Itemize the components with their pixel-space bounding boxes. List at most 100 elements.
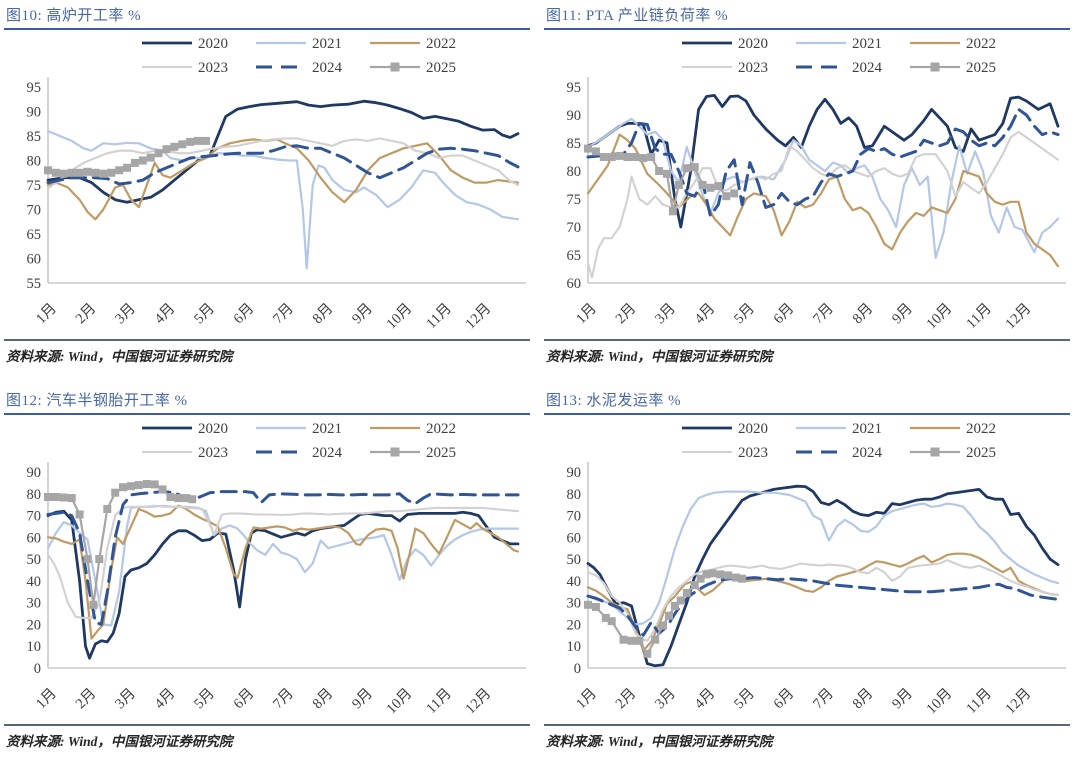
source-divider bbox=[544, 723, 1070, 726]
svg-text:90: 90 bbox=[567, 465, 582, 481]
svg-text:2023: 2023 bbox=[198, 445, 228, 461]
svg-text:2024: 2024 bbox=[852, 445, 883, 461]
svg-text:70: 70 bbox=[567, 220, 582, 236]
svg-text:2025: 2025 bbox=[426, 445, 456, 461]
svg-text:2021: 2021 bbox=[852, 36, 882, 52]
svg-text:6月: 6月 bbox=[231, 301, 258, 328]
svg-text:12月: 12月 bbox=[463, 685, 495, 717]
svg-text:40: 40 bbox=[567, 573, 582, 589]
svg-text:1月: 1月 bbox=[573, 685, 600, 712]
svg-text:4月: 4月 bbox=[152, 301, 179, 328]
svg-text:90: 90 bbox=[27, 105, 42, 121]
source-divider bbox=[4, 723, 530, 726]
svg-text:5月: 5月 bbox=[731, 301, 758, 328]
svg-text:9月: 9月 bbox=[349, 301, 376, 328]
svg-text:2月: 2月 bbox=[73, 685, 100, 712]
svg-text:10月: 10月 bbox=[924, 685, 956, 717]
svg-text:5月: 5月 bbox=[191, 301, 218, 328]
svg-text:10: 10 bbox=[27, 639, 42, 655]
chart-title-cement: 图13: 水泥发运率 % bbox=[546, 392, 682, 409]
svg-text:30: 30 bbox=[567, 595, 582, 611]
svg-text:85: 85 bbox=[27, 129, 42, 145]
svg-text:80: 80 bbox=[567, 164, 582, 180]
svg-text:9月: 9月 bbox=[889, 301, 916, 328]
svg-text:70: 70 bbox=[567, 508, 582, 524]
svg-text:60: 60 bbox=[27, 530, 42, 546]
svg-text:2021: 2021 bbox=[852, 421, 882, 437]
svg-text:10月: 10月 bbox=[384, 685, 416, 717]
svg-text:95: 95 bbox=[567, 80, 582, 96]
svg-text:2024: 2024 bbox=[312, 445, 343, 461]
svg-text:90: 90 bbox=[567, 108, 582, 124]
svg-text:6月: 6月 bbox=[231, 685, 258, 712]
svg-text:2020: 2020 bbox=[738, 421, 768, 437]
svg-text:12月: 12月 bbox=[1003, 685, 1035, 717]
svg-text:8月: 8月 bbox=[850, 685, 877, 712]
svg-text:65: 65 bbox=[567, 248, 582, 264]
svg-text:3月: 3月 bbox=[652, 301, 679, 328]
svg-text:3月: 3月 bbox=[112, 301, 139, 328]
svg-text:80: 80 bbox=[567, 486, 582, 502]
svg-text:7月: 7月 bbox=[270, 685, 297, 712]
svg-text:20: 20 bbox=[567, 617, 582, 633]
semi-steel-tire-operating-rate-chart: 0 10 20 30 40 50 60 70 80 90 1月 2月 3月 4月 5月 6月 7月 8月 9月 10月… bbox=[27, 421, 526, 717]
svg-text:2021: 2021 bbox=[312, 36, 342, 52]
svg-text:9月: 9月 bbox=[889, 685, 916, 712]
svg-text:2月: 2月 bbox=[613, 301, 640, 328]
svg-text:11月: 11月 bbox=[963, 685, 994, 716]
svg-text:30: 30 bbox=[27, 595, 42, 611]
svg-text:2021: 2021 bbox=[312, 421, 342, 437]
svg-text:2025: 2025 bbox=[966, 60, 996, 76]
svg-text:10月: 10月 bbox=[924, 301, 956, 333]
svg-text:2025: 2025 bbox=[966, 445, 996, 461]
svg-text:7月: 7月 bbox=[810, 301, 837, 328]
svg-text:75: 75 bbox=[27, 178, 42, 194]
svg-text:2023: 2023 bbox=[738, 60, 768, 76]
svg-text:12月: 12月 bbox=[463, 301, 495, 333]
svg-text:2月: 2月 bbox=[613, 685, 640, 712]
svg-text:11月: 11月 bbox=[423, 685, 454, 716]
svg-text:4月: 4月 bbox=[692, 301, 719, 328]
source-note: 资料来源: Wind，中国银河证券研究院 bbox=[546, 733, 773, 749]
chart-title-tire: 图12: 汽车半钢胎开工率 % bbox=[6, 392, 188, 409]
svg-text:50: 50 bbox=[567, 552, 582, 568]
svg-text:3月: 3月 bbox=[112, 685, 139, 712]
svg-text:65: 65 bbox=[27, 227, 42, 243]
svg-text:12月: 12月 bbox=[1003, 301, 1035, 333]
svg-text:75: 75 bbox=[567, 192, 582, 208]
source-divider bbox=[4, 339, 530, 341]
svg-text:4月: 4月 bbox=[692, 685, 719, 712]
svg-text:0: 0 bbox=[574, 661, 581, 677]
source-divider bbox=[544, 339, 1070, 341]
svg-text:2020: 2020 bbox=[198, 421, 228, 437]
svg-text:55: 55 bbox=[27, 276, 42, 292]
svg-text:2月: 2月 bbox=[73, 301, 100, 328]
svg-text:50: 50 bbox=[27, 552, 42, 568]
svg-text:8月: 8月 bbox=[310, 685, 337, 712]
title-divider bbox=[4, 28, 530, 30]
source-note: 资料来源: Wind，中国银河证券研究院 bbox=[6, 733, 233, 749]
svg-text:2023: 2023 bbox=[198, 60, 228, 76]
svg-text:5月: 5月 bbox=[191, 685, 218, 712]
svg-text:7月: 7月 bbox=[270, 301, 297, 328]
svg-text:60: 60 bbox=[27, 252, 42, 268]
cement-shipment-rate-chart: 0 10 20 30 40 50 60 70 80 90 1月 2月 3月 4月 5月 6月 7月 8月 9月 10月… bbox=[567, 421, 1066, 717]
svg-text:80: 80 bbox=[27, 154, 42, 170]
svg-text:10月: 10月 bbox=[384, 301, 416, 333]
svg-text:0: 0 bbox=[34, 661, 41, 677]
svg-text:11月: 11月 bbox=[423, 301, 454, 332]
svg-text:60: 60 bbox=[567, 530, 582, 546]
svg-text:1月: 1月 bbox=[33, 685, 60, 712]
svg-text:4月: 4月 bbox=[152, 685, 179, 712]
title-divider bbox=[544, 412, 1070, 415]
svg-text:60: 60 bbox=[567, 276, 582, 292]
svg-text:2022: 2022 bbox=[426, 421, 456, 437]
svg-text:2022: 2022 bbox=[426, 36, 456, 52]
panel-cement: 图13: 水泥发运率 % 0 10 20 30 40 50 60 70 80 90 1月 2月 3月 4月… bbox=[540, 385, 1080, 769]
svg-text:2022: 2022 bbox=[966, 421, 996, 437]
svg-text:9月: 9月 bbox=[349, 685, 376, 712]
svg-text:7月: 7月 bbox=[810, 685, 837, 712]
title-divider bbox=[4, 412, 530, 415]
